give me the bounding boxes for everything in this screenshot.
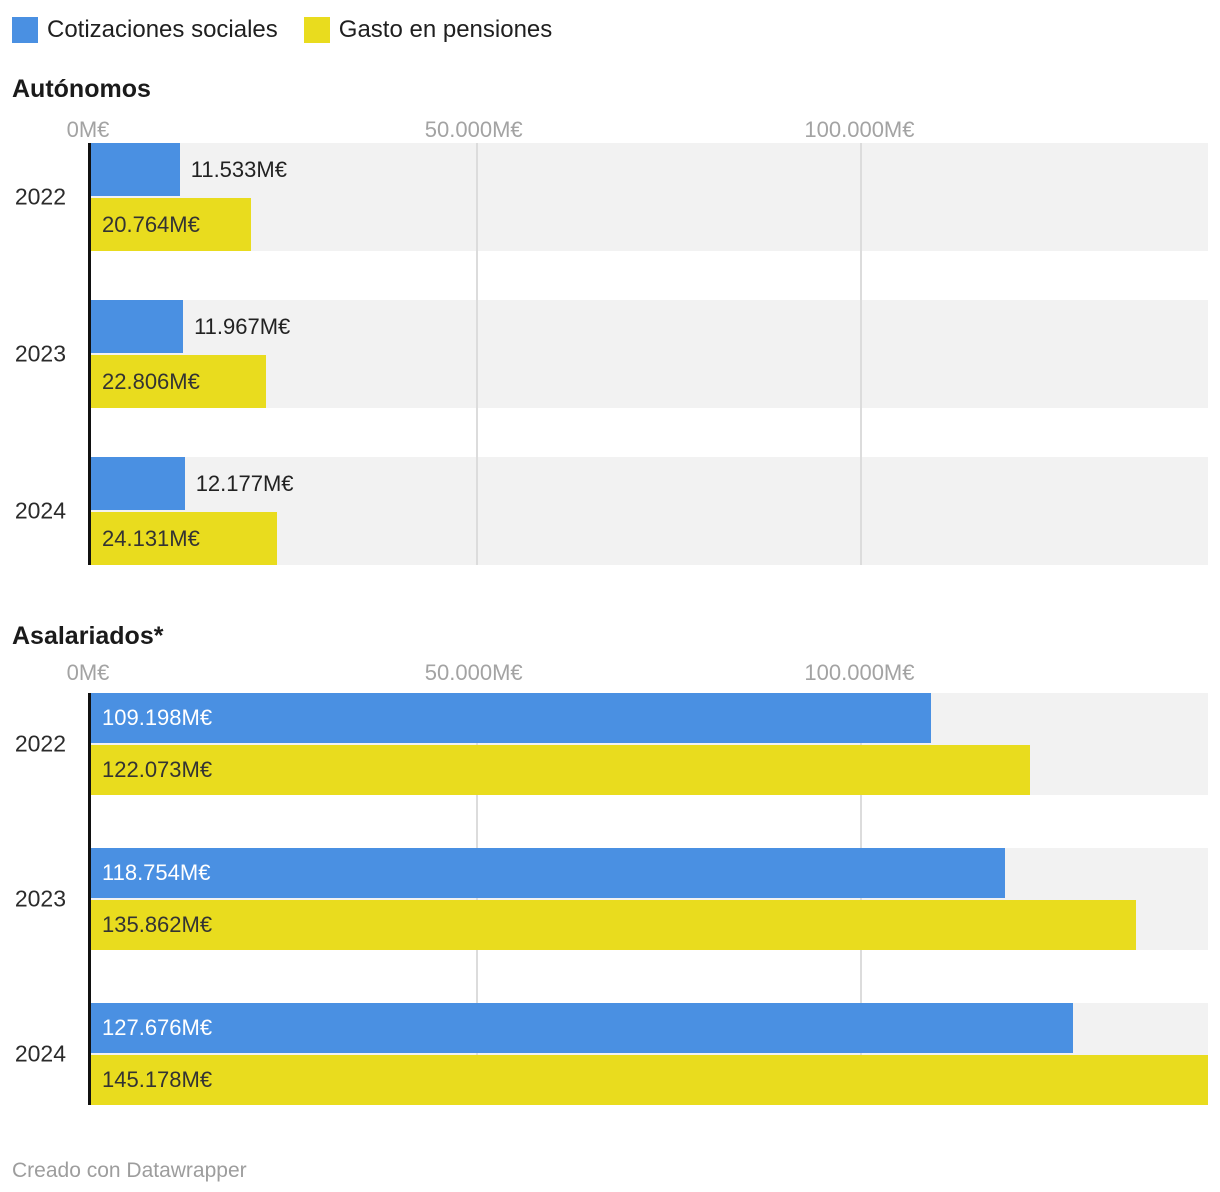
plot-area: 2022 11.533M€ 20.764M€ 2023 11.967M€ 22.806M€…	[15, 143, 1208, 565]
category-label: 2023	[14, 885, 66, 912]
bar-value-label: 135.862M€	[102, 912, 213, 937]
bar-pensiones: 135.862M€	[91, 900, 1137, 950]
legend: Cotizaciones sociales Gasto en pensiones	[12, 17, 1208, 43]
bar-pensiones: 22.806M€	[91, 355, 267, 408]
bar-pensiones: 24.131M€	[91, 512, 277, 565]
legend-swatch-blue-icon	[12, 17, 38, 43]
bar-group-2022: 2022 11.533M€ 20.764M€	[15, 143, 1208, 251]
attribution-text: Creado con Datawrapper	[12, 1159, 247, 1182]
x-axis-tick-label: 50.000M€	[424, 117, 523, 142]
legend-item-cotizaciones: Cotizaciones sociales	[12, 17, 278, 43]
bar-pensiones: 20.764M€	[91, 198, 251, 251]
bar-row: 20.764M€	[91, 198, 1208, 251]
x-axis-tick-label: 0M€	[66, 660, 110, 685]
bar-value-label: 118.754M€	[102, 860, 211, 885]
category-label: 2022	[14, 183, 66, 210]
bar-row: 11.967M€	[91, 300, 1208, 353]
bar-row: 109.198M€	[91, 693, 1208, 743]
legend-swatch-yellow-icon	[303, 17, 330, 43]
bar-value-label: 12.177M€	[195, 470, 294, 496]
bar-row: 122.073M€	[91, 745, 1208, 795]
bar-pensiones: 145.178M€	[91, 1055, 1208, 1105]
gridline	[860, 693, 863, 1105]
bar-group-2024: 2024 127.676M€ 145.178M€	[15, 1003, 1208, 1105]
bar-row: 11.533M€	[91, 143, 1208, 196]
chart-section-asalariados: Asalariados* 0M€ 50.000M€ 100.000M€ 2022 10…	[12, 623, 1208, 1105]
category-label: 2022	[14, 730, 66, 757]
bar-row: 145.178M€	[91, 1055, 1208, 1105]
bar-group-2024: 2024 12.177M€ 24.131M€	[15, 457, 1208, 565]
bar-value-label: 127.676M€	[102, 1015, 213, 1040]
bar-value-label: 11.967M€	[194, 313, 291, 339]
bar-value-label: 145.178M€	[102, 1067, 213, 1092]
bar-value-label: 11.533M€	[190, 156, 287, 182]
legend-label: Gasto en pensiones	[338, 16, 553, 43]
chart-title: Autónomos	[12, 75, 151, 103]
bar-value-label: 22.806M€	[102, 368, 200, 394]
bar-row: 24.131M€	[91, 512, 1208, 565]
category-label: 2024	[14, 1040, 66, 1067]
x-axis-tick-label: 0M€	[66, 117, 110, 142]
plot-area: 2022 109.198M€ 122.073M€ 2023 118.754M€ 135.8…	[15, 693, 1208, 1105]
bar-cotizaciones: 11.533M€	[91, 143, 287, 196]
bar-value-label: 109.198M€	[102, 705, 213, 730]
bar-value-label: 24.131M€	[102, 525, 200, 551]
x-axis-tick-labels: 0M€ 50.000M€ 100.000M€	[67, 660, 1208, 685]
x-axis-tick-label: 100.000M€	[804, 117, 915, 142]
bar-row: 135.862M€	[91, 900, 1208, 950]
gridline	[475, 693, 478, 1105]
bar-row: 12.177M€	[91, 457, 1208, 510]
bar-row: 22.806M€	[91, 355, 1208, 408]
legend-item-gasto: Gasto en pensiones	[303, 16, 553, 43]
gridline	[860, 143, 863, 565]
bar-value-label: 122.073M€	[102, 757, 213, 782]
category-label: 2023	[14, 340, 66, 367]
x-axis-tick-label: 100.000M€	[804, 660, 915, 685]
bar-cotizaciones: 118.754M€	[91, 848, 1005, 898]
gridline	[475, 143, 478, 565]
bar-cotizaciones: 109.198M€	[91, 693, 932, 743]
chart-title: Asalariados*	[12, 622, 164, 650]
x-axis-tick-label: 50.000M€	[424, 660, 523, 685]
legend-label: Cotizaciones sociales	[47, 16, 278, 43]
bar-group-2022: 2022 109.198M€ 122.073M€	[15, 693, 1208, 795]
bar-cotizaciones: 127.676M€	[91, 1003, 1074, 1053]
bar-group-2023: 2023 118.754M€ 135.862M€	[15, 848, 1208, 950]
bar-cotizaciones: 11.967M€	[91, 300, 290, 353]
bar-row: 127.676M€	[91, 1003, 1208, 1053]
chart-section-autonomos: Autónomos 0M€ 50.000M€ 100.000M€ 2022 11.53…	[12, 76, 1208, 565]
bar-row: 118.754M€	[91, 848, 1208, 898]
bar-group-2023: 2023 11.967M€ 22.806M€	[15, 300, 1208, 408]
category-label: 2024	[14, 497, 66, 524]
bar-value-label: 20.764M€	[102, 211, 200, 237]
x-axis-tick-labels: 0M€ 50.000M€ 100.000M€	[67, 117, 1208, 142]
bar-pensiones: 122.073M€	[91, 745, 1031, 795]
bar-cotizaciones: 12.177M€	[91, 457, 294, 510]
